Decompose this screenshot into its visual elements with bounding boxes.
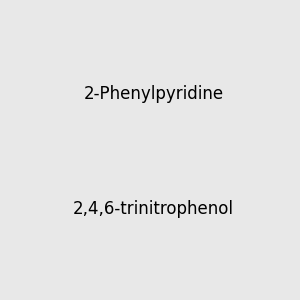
Text: 2-Phenylpyridine: 2-Phenylpyridine [84,85,224,103]
Text: 2,4,6-trinitrophenol: 2,4,6-trinitrophenol [73,200,234,218]
